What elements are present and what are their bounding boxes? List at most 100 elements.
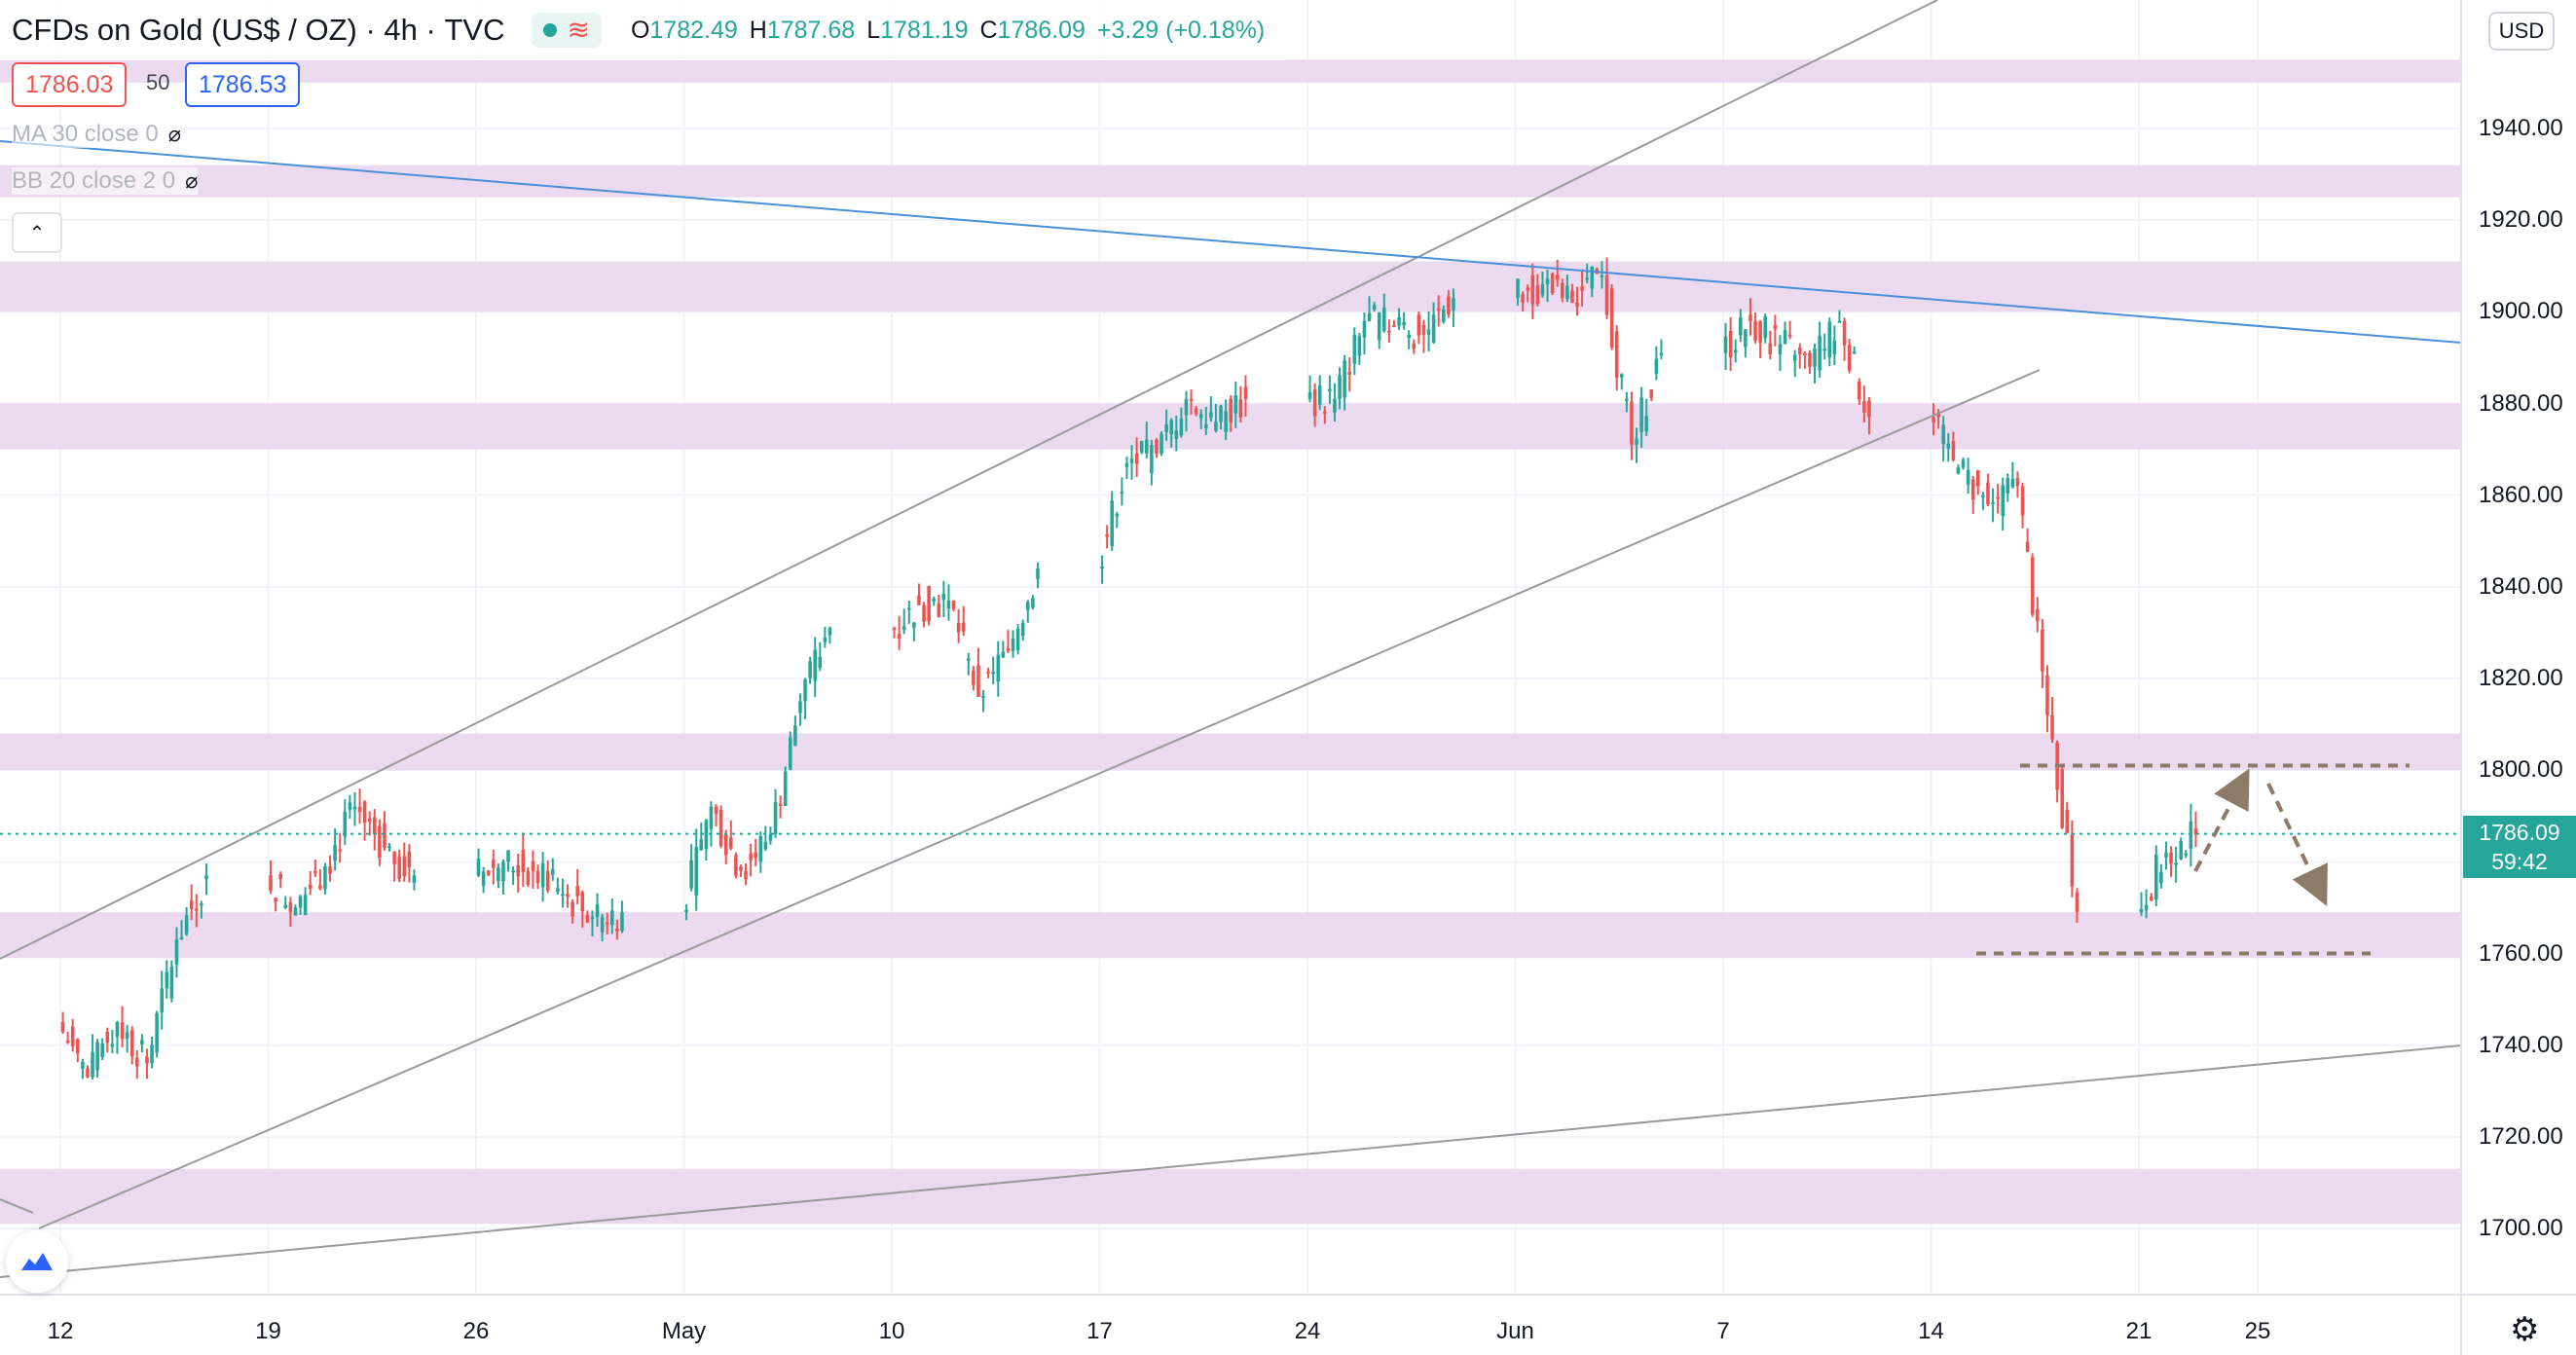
- candle-body: [1822, 348, 1826, 351]
- candle-body: [1357, 336, 1362, 356]
- candle-body: [115, 1022, 120, 1038]
- candle-body: [283, 904, 288, 908]
- candle-body: [511, 870, 515, 873]
- sr-zone: [0, 165, 2461, 198]
- descending-trend-line: [0, 140, 2462, 344]
- candle-body: [1036, 568, 1040, 579]
- candle-body: [293, 907, 298, 916]
- candle-body: [91, 1051, 94, 1078]
- candle-body: [749, 853, 753, 861]
- candle-body: [1808, 352, 1812, 367]
- candle-body: [976, 665, 980, 697]
- symbol-name[interactable]: CFDs on Gold (US$ / OZ): [12, 13, 357, 47]
- candle-body: [1590, 266, 1595, 289]
- candle-body: [1535, 284, 1540, 305]
- eye-hidden-icon[interactable]: ⌀: [167, 122, 181, 146]
- candle-body: [135, 1057, 139, 1067]
- channel-upper-line: [0, 0, 1938, 960]
- candle-body: [1946, 443, 1951, 449]
- candle-body: [129, 1030, 134, 1057]
- candle-body: [561, 894, 565, 897]
- candle-body: [694, 847, 698, 896]
- sell-price-button[interactable]: 1786.03: [12, 62, 128, 107]
- candle-body: [1867, 400, 1871, 418]
- candle-body: [2036, 608, 2040, 621]
- candle-body: [615, 929, 619, 932]
- candle-body: [1818, 335, 1822, 371]
- candle-body: [2189, 821, 2193, 849]
- candle-body: [1649, 389, 1654, 398]
- candle-body: [497, 867, 500, 881]
- candle-body: [1015, 628, 1020, 650]
- candle-body: [501, 861, 505, 882]
- candle-body: [1243, 386, 1248, 399]
- candle-body: [1338, 375, 1342, 399]
- candle-body: [160, 988, 164, 1013]
- time-tick-label: 19: [255, 1318, 281, 1344]
- candle-body: [566, 894, 570, 897]
- candle-body: [1145, 439, 1149, 454]
- candle-body: [986, 671, 990, 674]
- candle-body: [972, 670, 975, 685]
- candle-body: [383, 823, 386, 849]
- candle-body: [729, 837, 733, 849]
- ohlc-close: C1786.09: [979, 17, 1085, 45]
- candle-body: [1397, 316, 1401, 326]
- candle-body: [897, 634, 902, 640]
- candle-body: [907, 607, 911, 610]
- candle-body: [338, 849, 342, 852]
- candle-body: [996, 654, 1001, 681]
- buy-price-button[interactable]: 1786.53: [185, 62, 301, 107]
- candle-body: [1981, 494, 1985, 497]
- indicator-ma[interactable]: MA 30 close 0 ⌀: [12, 121, 181, 148]
- candle-body: [545, 870, 550, 891]
- candle-body: [927, 586, 931, 622]
- market-status-badge[interactable]: ≋: [532, 13, 602, 48]
- candle-body: [1139, 440, 1144, 453]
- candle-body: [1026, 602, 1030, 610]
- price-tick-label: 1760.00: [2479, 939, 2563, 967]
- candle-body: [2075, 893, 2079, 913]
- candle-body: [991, 672, 995, 675]
- indicator-bb[interactable]: BB 20 close 2 0 ⌀: [12, 167, 199, 195]
- candle-body: [1134, 453, 1139, 464]
- ohlc-change: +3.29 (+0.18%): [1096, 16, 1266, 44]
- candle-body: [1169, 420, 1173, 435]
- collapse-legend-button[interactable]: ⌃: [12, 212, 62, 253]
- close-label: C: [979, 16, 998, 44]
- ohlc-open: O1782.49: [631, 17, 738, 45]
- projection-arrow-up: [2193, 768, 2250, 872]
- currency-button[interactable]: USD: [2488, 12, 2555, 51]
- candle-body: [526, 870, 531, 885]
- candle-body: [1555, 275, 1560, 280]
- interval-label[interactable]: 4h: [384, 13, 418, 47]
- candle-body: [1575, 302, 1579, 308]
- symbol-title[interactable]: CFDs on Gold (US$ / OZ) · 4h · TVC: [12, 13, 505, 47]
- candle-body: [2154, 855, 2158, 900]
- candle-body: [1659, 352, 1664, 355]
- candle-body: [2159, 871, 2163, 884]
- candle-body: [744, 870, 748, 880]
- price-tick-label: 1800.00: [2479, 756, 2563, 784]
- candle-body: [1744, 329, 1748, 348]
- tradingview-cloud-icon[interactable]: [6, 1230, 68, 1293]
- candle-body: [1561, 282, 1564, 299]
- candle-body: [1179, 419, 1184, 436]
- candle-body: [1006, 647, 1011, 651]
- gear-icon[interactable]: ⚙: [2510, 1311, 2540, 1348]
- candle-body: [2070, 834, 2075, 887]
- candle-body: [1996, 496, 2000, 499]
- time-tick-label: 10: [878, 1318, 905, 1344]
- candle-body: [1105, 533, 1109, 537]
- price-tick-label: 1840.00: [2479, 572, 2563, 600]
- eye-hidden-icon[interactable]: ⌀: [185, 168, 199, 193]
- candle-body: [1768, 343, 1773, 355]
- candle-body: [754, 852, 757, 859]
- candle-body: [823, 638, 828, 642]
- time-tick-label: 21: [2125, 1318, 2153, 1344]
- open-value: 1782.49: [649, 16, 738, 44]
- candle-body: [1198, 414, 1203, 419]
- candle-body: [1604, 275, 1609, 315]
